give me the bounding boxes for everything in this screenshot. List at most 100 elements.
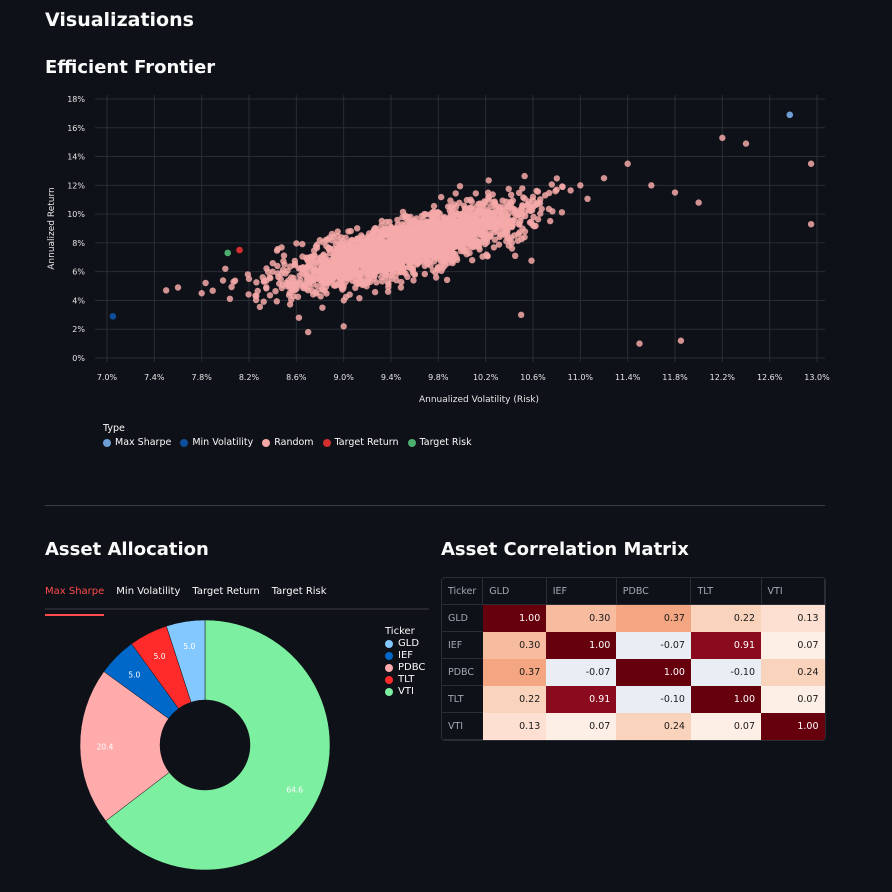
tab-max-sharpe[interactable]: Max Sharpe — [45, 584, 105, 616]
column-header[interactable]: VTI — [761, 578, 825, 605]
x-tick-label: 11.4% — [615, 373, 641, 382]
table-row: PDBC 0.37 -0.07 1.00 -0.10 0.24 — [442, 658, 825, 686]
row-header: IEF — [442, 631, 483, 659]
table-cell[interactable]: 0.13 — [761, 604, 825, 632]
column-header[interactable]: Ticker — [442, 578, 484, 605]
table-cell[interactable]: 0.07 — [761, 685, 825, 713]
max-sharpe-point[interactable] — [786, 111, 794, 119]
row-header: TLT — [442, 685, 483, 713]
slice-pdbc[interactable] — [79, 671, 170, 822]
legend-label: Min Volatility — [192, 437, 254, 448]
table-row: GLD 1.00 0.30 0.37 0.22 0.13 — [442, 604, 825, 632]
x-tick-label: 11.0% — [568, 373, 594, 382]
x-tick-label: 10.6% — [520, 373, 546, 382]
slice-label: 20.4 — [97, 742, 114, 751]
legend-label: VTI — [398, 686, 414, 697]
min-volatility-point[interactable] — [109, 312, 117, 320]
ticker-legend-item-gld[interactable]: GLD — [385, 638, 425, 649]
table-cell[interactable]: -0.07 — [616, 631, 691, 659]
tab-min-volatility[interactable]: Min Volatility — [116, 586, 181, 597]
column-header[interactable]: GLD — [482, 578, 547, 605]
allocation-title: Asset Allocation — [45, 539, 209, 560]
tab-target-return[interactable]: Target Return — [192, 586, 260, 597]
table-cell[interactable]: 1.00 — [761, 712, 825, 740]
efficient-frontier-chart[interactable]: 7.0% 7.4% 7.8% 8.2% 8.6% 9.0% 9.4% 9.8% 10.2% 10.… — [0, 85, 892, 415]
legend-dot-icon — [180, 438, 189, 447]
legend-label: Target Risk — [419, 437, 472, 448]
slice-label: 5.0 — [154, 652, 166, 661]
legend-dot-icon — [103, 438, 111, 447]
slice-gld[interactable] — [166, 619, 206, 703]
slice-label: 5.0 — [183, 642, 195, 651]
ticker-legend-item-vti[interactable]: VTI — [385, 686, 425, 697]
legend-label: Random — [274, 437, 314, 448]
table-row: TLT 0.22 0.91 -0.10 1.00 0.07 — [442, 685, 825, 713]
y-tick-label: 18% — [67, 95, 85, 104]
table-cell[interactable]: 0.07 — [546, 712, 617, 740]
table-cell[interactable]: 1.00 — [482, 604, 547, 632]
legend-dot-icon — [385, 663, 393, 672]
legend-dot-icon — [262, 438, 271, 447]
table-cell[interactable]: 1.00 — [690, 685, 762, 713]
table-cell[interactable]: 1.00 — [616, 658, 691, 686]
legend-item-random[interactable]: Random — [262, 437, 314, 448]
legend-label: PDBC — [398, 662, 426, 673]
table-cell[interactable]: 0.91 — [690, 631, 762, 659]
legend-item-max-sharpe[interactable]: Max Sharpe — [103, 437, 171, 448]
table-cell[interactable]: 0.24 — [761, 658, 825, 686]
table-cell[interactable]: -0.10 — [690, 658, 762, 686]
ticker-legend-item-ief[interactable]: IEF — [385, 650, 425, 661]
table-cell[interactable]: 0.37 — [616, 604, 691, 632]
allocation-donut-chart[interactable]: 64.6 20.4 5.0 5.0 5.0 — [60, 610, 360, 892]
table-cell[interactable]: 0.91 — [546, 685, 617, 713]
x-tick-label: 7.0% — [97, 373, 118, 382]
correlation-table[interactable]: Ticker GLD IEF PDBC TLT VTI GLD 1.00 0.30 0.37 0.… — [441, 577, 826, 741]
table-cell[interactable]: -0.07 — [546, 658, 617, 686]
row-header: PDBC — [442, 658, 483, 686]
legend-dot-icon — [407, 438, 416, 447]
table-cell[interactable]: 0.07 — [761, 631, 825, 659]
table-cell[interactable]: 1.00 — [546, 631, 617, 659]
x-tick-label: 8.2% — [239, 373, 260, 382]
section-divider — [45, 505, 825, 506]
x-axis-label: Annualized Volatility (Risk) — [419, 395, 539, 405]
table-cell[interactable]: 0.30 — [546, 604, 617, 632]
column-header[interactable]: PDBC — [616, 578, 692, 605]
table-cell[interactable]: 0.13 — [482, 712, 547, 740]
table-cell[interactable]: 0.30 — [482, 631, 547, 659]
column-header[interactable]: IEF — [546, 578, 617, 605]
y-tick-label: 10% — [67, 210, 85, 219]
table-cell[interactable]: 0.37 — [482, 658, 547, 686]
y-tick-label: 14% — [67, 153, 85, 162]
table-cell[interactable]: 0.24 — [616, 712, 691, 740]
table-cell[interactable]: -0.10 — [616, 685, 691, 713]
target-risk-point[interactable] — [224, 249, 231, 257]
legend-item-target-risk[interactable]: Target Risk — [407, 437, 472, 448]
legend-title: Type — [103, 423, 125, 434]
ticker-legend-item-pdbc[interactable]: PDBC — [385, 662, 425, 673]
y-tick-label: 4% — [72, 296, 85, 305]
frontier-legend: Type Max Sharpe Min Volatility Random Targe… — [103, 423, 472, 448]
table-cell[interactable]: 0.22 — [482, 685, 547, 713]
legend-label: TLT — [398, 674, 415, 685]
x-tick-label: 9.0% — [334, 373, 355, 382]
x-tick-label: 7.8% — [192, 373, 213, 382]
table-cell[interactable]: 0.07 — [690, 712, 762, 740]
correlation-title: Asset Correlation Matrix — [441, 539, 689, 560]
legend-item-target-return[interactable]: Target Return — [322, 437, 399, 448]
column-header[interactable]: TLT — [690, 578, 762, 605]
tab-target-risk[interactable]: Target Risk — [271, 586, 327, 597]
x-tick-label: 11.8% — [662, 373, 688, 382]
slice-label: 64.6 — [286, 785, 303, 794]
y-tick-label: 0% — [72, 354, 85, 363]
ticker-legend-title: Ticker — [385, 626, 415, 637]
table-cell[interactable]: 0.22 — [690, 604, 762, 632]
legend-item-min-volatility[interactable]: Min Volatility — [180, 437, 253, 448]
table-row: VTI 0.13 0.07 0.24 0.07 1.00 — [442, 712, 825, 740]
legend-dot-icon — [385, 687, 393, 696]
y-tick-label: 8% — [72, 239, 85, 248]
target-return-point[interactable] — [236, 246, 243, 254]
legend-label: Target Return — [334, 437, 399, 448]
ticker-legend-item-tlt[interactable]: TLT — [385, 674, 425, 685]
slice-vti[interactable] — [105, 619, 331, 871]
